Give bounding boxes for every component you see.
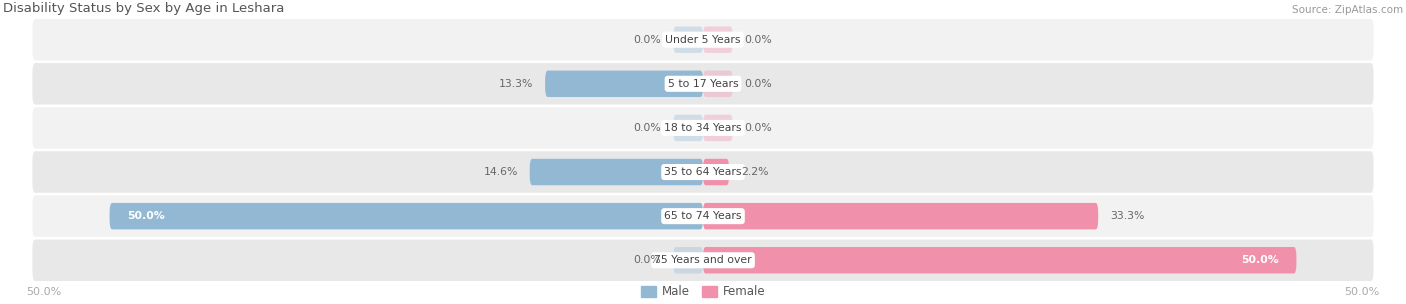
- Text: 2.2%: 2.2%: [741, 167, 769, 177]
- Text: 0.0%: 0.0%: [634, 255, 661, 265]
- FancyBboxPatch shape: [673, 247, 703, 274]
- Text: 65 to 74 Years: 65 to 74 Years: [664, 211, 742, 221]
- Text: 50.0%: 50.0%: [128, 211, 165, 221]
- FancyBboxPatch shape: [32, 107, 1374, 149]
- Text: 33.3%: 33.3%: [1111, 211, 1144, 221]
- Text: Under 5 Years: Under 5 Years: [665, 35, 741, 45]
- FancyBboxPatch shape: [703, 203, 1098, 230]
- Text: 18 to 34 Years: 18 to 34 Years: [664, 123, 742, 133]
- Text: 50.0%: 50.0%: [1344, 287, 1379, 297]
- Text: 0.0%: 0.0%: [745, 79, 772, 89]
- FancyBboxPatch shape: [32, 19, 1374, 60]
- Text: Source: ZipAtlas.com: Source: ZipAtlas.com: [1292, 5, 1403, 16]
- FancyBboxPatch shape: [32, 240, 1374, 281]
- FancyBboxPatch shape: [32, 151, 1374, 193]
- Text: 5 to 17 Years: 5 to 17 Years: [668, 79, 738, 89]
- FancyBboxPatch shape: [530, 159, 703, 185]
- Text: Disability Status by Sex by Age in Leshara: Disability Status by Sex by Age in Lesha…: [3, 2, 284, 16]
- Text: 13.3%: 13.3%: [499, 79, 533, 89]
- FancyBboxPatch shape: [32, 63, 1374, 105]
- FancyBboxPatch shape: [703, 159, 730, 185]
- Text: 14.6%: 14.6%: [484, 167, 517, 177]
- Text: 35 to 64 Years: 35 to 64 Years: [664, 167, 742, 177]
- Text: 0.0%: 0.0%: [745, 123, 772, 133]
- Text: 50.0%: 50.0%: [27, 287, 62, 297]
- Text: 0.0%: 0.0%: [745, 35, 772, 45]
- FancyBboxPatch shape: [703, 26, 733, 53]
- Legend: Male, Female: Male, Female: [636, 281, 770, 303]
- Text: 50.0%: 50.0%: [1241, 255, 1278, 265]
- FancyBboxPatch shape: [703, 71, 733, 97]
- FancyBboxPatch shape: [110, 203, 703, 230]
- FancyBboxPatch shape: [703, 247, 1296, 274]
- FancyBboxPatch shape: [703, 115, 733, 141]
- FancyBboxPatch shape: [546, 71, 703, 97]
- Text: 75 Years and over: 75 Years and over: [654, 255, 752, 265]
- FancyBboxPatch shape: [673, 26, 703, 53]
- Text: 0.0%: 0.0%: [634, 123, 661, 133]
- Text: 0.0%: 0.0%: [634, 35, 661, 45]
- FancyBboxPatch shape: [673, 115, 703, 141]
- FancyBboxPatch shape: [32, 195, 1374, 237]
